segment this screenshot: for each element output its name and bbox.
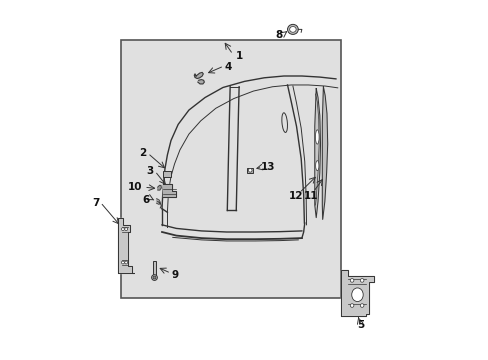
Polygon shape — [158, 185, 161, 190]
Bar — [152, 261, 156, 276]
Polygon shape — [341, 270, 373, 316]
Text: 4: 4 — [224, 62, 232, 72]
Circle shape — [360, 304, 363, 307]
Ellipse shape — [315, 161, 318, 171]
Ellipse shape — [287, 24, 298, 35]
Text: 11: 11 — [303, 191, 317, 201]
Text: 12: 12 — [289, 191, 303, 201]
Text: 8: 8 — [274, 30, 282, 40]
Polygon shape — [194, 72, 203, 78]
Circle shape — [124, 228, 127, 230]
Circle shape — [360, 279, 363, 282]
Polygon shape — [118, 218, 134, 273]
Circle shape — [124, 261, 127, 264]
Bar — [163, 171, 170, 177]
Circle shape — [121, 228, 124, 230]
Circle shape — [349, 304, 353, 307]
Polygon shape — [163, 184, 176, 197]
Text: 1: 1 — [235, 51, 242, 61]
Text: 9: 9 — [171, 270, 178, 280]
Text: 13: 13 — [260, 162, 274, 172]
Text: 10: 10 — [128, 182, 142, 192]
Text: 6: 6 — [142, 195, 149, 205]
Polygon shape — [322, 87, 327, 220]
Ellipse shape — [315, 130, 319, 144]
Bar — [121, 40, 341, 298]
Circle shape — [151, 275, 157, 280]
Circle shape — [349, 279, 353, 282]
Circle shape — [153, 276, 156, 279]
Circle shape — [121, 261, 124, 264]
Text: 5: 5 — [357, 320, 364, 330]
Ellipse shape — [351, 288, 363, 302]
Bar — [247, 168, 253, 173]
Ellipse shape — [281, 113, 287, 132]
Ellipse shape — [289, 27, 296, 32]
Ellipse shape — [248, 168, 251, 172]
Polygon shape — [198, 80, 204, 84]
Text: 2: 2 — [139, 148, 145, 158]
Polygon shape — [314, 89, 320, 218]
Text: 7: 7 — [92, 198, 99, 208]
Polygon shape — [156, 199, 160, 204]
Text: 3: 3 — [145, 166, 153, 176]
